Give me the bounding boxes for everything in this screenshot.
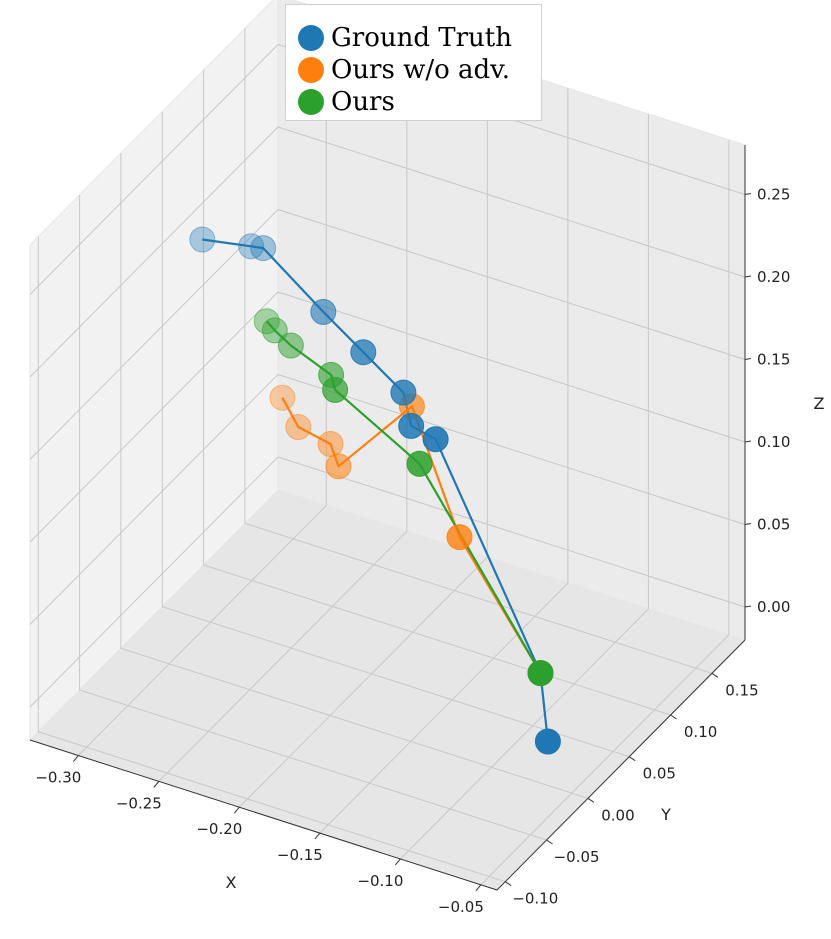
data-point-series-0 xyxy=(390,379,417,406)
x-tick-mark xyxy=(233,806,240,814)
y-tick-label: −0.10 xyxy=(512,890,558,908)
x-tick-mark xyxy=(314,832,321,840)
grid-line-x xyxy=(158,36,408,782)
data-point-series-1 xyxy=(446,524,473,551)
series-line-0 xyxy=(202,238,549,742)
data-point-series-2 xyxy=(261,317,288,344)
x-tick-label: −0.15 xyxy=(277,846,323,864)
data-point-series-1 xyxy=(269,384,296,411)
y-tick-mark xyxy=(628,756,636,762)
legend-label-ours-wo-adv: Ours w/o adv. xyxy=(331,55,511,85)
data-point-series-0 xyxy=(534,728,561,755)
y-tick-label: 0.00 xyxy=(601,806,634,824)
z-tick-mark xyxy=(744,440,752,443)
legend-item-ground-truth: Ground Truth xyxy=(298,23,512,53)
y-tick-label: −0.05 xyxy=(554,848,600,866)
grid-line-y xyxy=(244,28,713,674)
data-point-series-1 xyxy=(285,414,312,440)
x-tick-label: −0.05 xyxy=(438,898,484,916)
grid-line-y xyxy=(120,153,589,799)
x-axis-label: X xyxy=(226,873,237,892)
legend-item-ours-wo-adv: Ours w/o adv. xyxy=(298,55,510,85)
grid-line-x xyxy=(238,62,488,808)
grid-line-z xyxy=(29,373,746,625)
y-axis-line xyxy=(496,639,746,891)
z-tick-label: 0.10 xyxy=(757,433,790,451)
grid-line-x xyxy=(400,114,649,860)
x-tick-label: −0.30 xyxy=(35,769,81,787)
grid-line-y xyxy=(203,70,671,716)
z-tick-mark xyxy=(744,523,752,525)
z-tick-mark xyxy=(744,275,752,278)
z-tick-mark xyxy=(744,193,752,195)
data-point-series-0 xyxy=(398,412,425,439)
axis-panes xyxy=(29,0,746,891)
legend-label-ours: Ours xyxy=(331,87,395,117)
data-point-series-0 xyxy=(350,339,377,366)
legend-item-ours: Ours xyxy=(298,87,395,117)
x-tick-mark xyxy=(475,884,482,892)
z-tick-label: 0.00 xyxy=(757,598,790,616)
data-point-series-0 xyxy=(238,233,265,260)
y-tick-label: 0.10 xyxy=(684,723,717,741)
x-tick-mark xyxy=(153,781,160,788)
x-tick-mark xyxy=(394,858,401,866)
y-tick-mark xyxy=(711,672,719,678)
grid-line-x xyxy=(319,88,569,834)
grid-line-z xyxy=(29,208,746,460)
legend: Ground Truth Ours w/o adv. Ours xyxy=(285,4,542,121)
z-axis-label: Z xyxy=(814,394,825,413)
x-tick-mark xyxy=(72,755,79,762)
z-tick-label: 0.15 xyxy=(757,351,790,369)
x-axis-line xyxy=(29,739,498,891)
tick-labels: −0.30 −0.25 −0.20 −0.15 −0.10 −0.05 −0.10 −0.05… xyxy=(35,186,790,916)
z-tick-mark xyxy=(744,605,752,608)
data-point-series-2 xyxy=(406,450,433,477)
data-point-series-0 xyxy=(189,226,216,253)
z-tick-label: 0.05 xyxy=(757,516,790,534)
y-tick-label: 0.05 xyxy=(643,765,676,783)
data-point-series-1 xyxy=(325,453,352,480)
series-points xyxy=(189,226,561,755)
grid-line-x xyxy=(480,139,730,886)
grid-line-x xyxy=(77,10,327,756)
y-tick-mark xyxy=(670,714,677,720)
y-tick-mark xyxy=(504,881,512,887)
y-tick-mark xyxy=(587,797,595,803)
legend-marker-ours-wo-adv xyxy=(298,57,324,83)
z-tick-label: 0.20 xyxy=(757,268,790,286)
data-point-series-1 xyxy=(317,431,344,457)
grid-line-y xyxy=(161,111,630,758)
data-point-series-0 xyxy=(250,235,277,262)
data-point-series-2 xyxy=(277,332,304,359)
legend-label-ground-truth: Ground Truth xyxy=(331,23,512,53)
grid-line-z xyxy=(29,456,746,708)
y-tick-label: 0.15 xyxy=(725,681,758,699)
grid-line-y xyxy=(37,236,506,883)
z-tick-label: 0.25 xyxy=(757,186,790,204)
grid-line-z xyxy=(29,291,746,543)
grid-line-y xyxy=(79,195,547,841)
data-point-series-2 xyxy=(322,376,349,403)
z-tick-mark xyxy=(744,358,752,360)
grid-line-z xyxy=(29,43,746,295)
x-tick-label: −0.20 xyxy=(196,820,242,838)
x-tick-label: −0.25 xyxy=(116,794,162,812)
y-axis-label: Y xyxy=(660,805,671,824)
data-point-series-0 xyxy=(310,298,337,325)
legend-marker-ours xyxy=(298,89,324,115)
grid-lines xyxy=(29,10,746,891)
y-tick-mark xyxy=(546,839,553,845)
legend-marker-ground-truth xyxy=(298,25,324,51)
grid-line-z xyxy=(29,126,746,378)
x-tick-label: −0.10 xyxy=(357,872,403,890)
data-point-series-0 xyxy=(422,426,449,453)
data-point-series-2 xyxy=(527,660,554,687)
